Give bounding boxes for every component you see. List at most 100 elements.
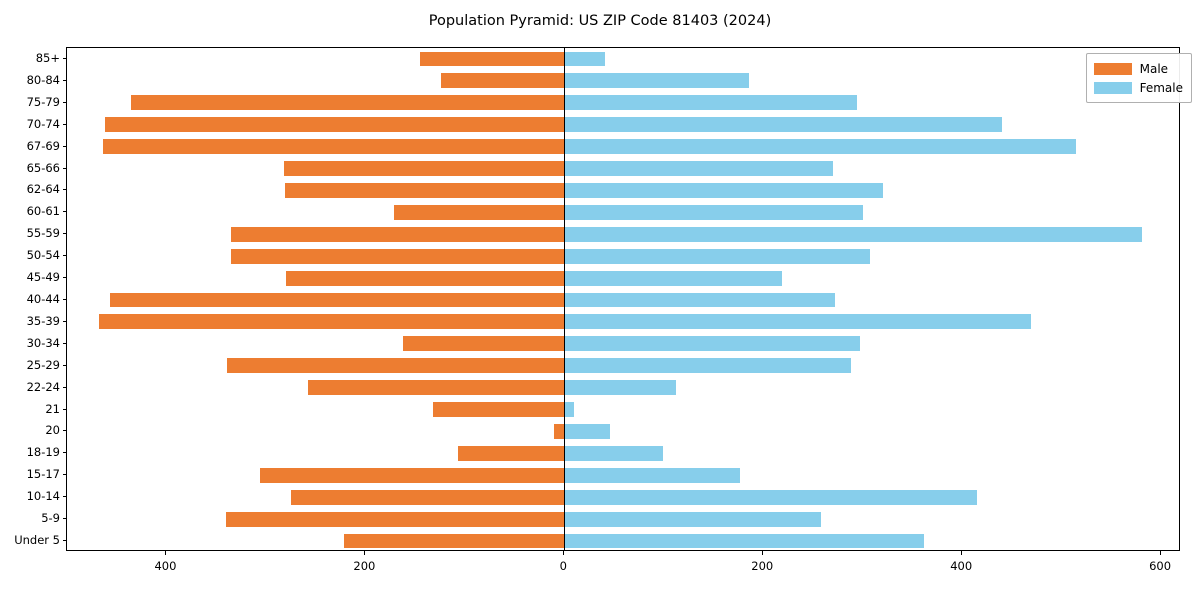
bar-female[interactable] (564, 402, 575, 417)
y-tick-label: 67-69 (26, 138, 60, 153)
bar-row (67, 248, 1179, 264)
bar-female[interactable] (564, 467, 741, 483)
x-tick-label: 200 (353, 559, 376, 573)
y-tick-mark (62, 518, 66, 520)
bar-male[interactable] (259, 467, 565, 483)
bar-female[interactable] (564, 182, 883, 198)
y-tick-label: 18-19 (26, 445, 60, 460)
bar-male[interactable] (290, 489, 565, 505)
bar-male[interactable] (102, 139, 565, 155)
bar-female[interactable] (564, 117, 1002, 133)
bar-row (67, 292, 1179, 308)
bar-male[interactable] (231, 248, 565, 264)
bar-male[interactable] (231, 226, 565, 242)
y-tick-label: 30-34 (26, 335, 60, 350)
x-tick-label: 200 (751, 559, 774, 573)
bar-male[interactable] (109, 292, 565, 308)
bar-female[interactable] (564, 358, 851, 374)
y-tick-mark (62, 255, 66, 257)
x-tick-mark (364, 551, 366, 555)
y-tick-mark (62, 342, 66, 344)
bar-female[interactable] (564, 314, 1031, 330)
bar-male[interactable] (98, 314, 565, 330)
y-tick-label: 22-24 (26, 379, 60, 394)
bar-male[interactable] (227, 358, 565, 374)
y-tick-label: 21 (45, 401, 60, 416)
bar-row (67, 358, 1179, 374)
bar-female[interactable] (564, 161, 833, 176)
y-tick-label: 5-9 (41, 511, 60, 526)
y-tick-label: 70-74 (26, 116, 60, 131)
bar-female[interactable] (564, 511, 821, 527)
y-tick-label: Under 5 (14, 533, 60, 548)
bar-female[interactable] (564, 139, 1076, 155)
y-tick-label: 85+ (35, 50, 60, 65)
bar-male[interactable] (104, 117, 565, 133)
bar-row (67, 161, 1179, 176)
bars-layer (67, 48, 1179, 550)
y-tick-mark (62, 189, 66, 191)
x-tick-mark (1160, 551, 1162, 555)
bar-female[interactable] (564, 380, 676, 396)
plot-area (66, 47, 1180, 551)
y-tick-mark (62, 452, 66, 454)
bar-male[interactable] (457, 445, 565, 461)
zero-axis-line (564, 48, 566, 550)
bar-male[interactable] (420, 51, 565, 67)
bar-row (67, 336, 1179, 352)
y-tick-mark (62, 386, 66, 388)
x-tick-mark (961, 551, 963, 555)
bar-female[interactable] (564, 204, 863, 220)
bar-row (67, 467, 1179, 483)
bar-female[interactable] (564, 226, 1143, 242)
bar-male[interactable] (130, 95, 565, 111)
y-tick-mark (62, 474, 66, 476)
y-tick-mark (62, 167, 66, 169)
bar-female[interactable] (564, 489, 978, 505)
legend-item-male[interactable]: Male (1093, 59, 1183, 78)
y-tick-mark (62, 540, 66, 542)
bar-row (67, 95, 1179, 111)
bar-male[interactable] (554, 424, 565, 439)
bar-female[interactable] (564, 445, 663, 461)
x-tick-mark (165, 551, 167, 555)
bar-male[interactable] (433, 402, 565, 417)
x-tick-mark (563, 551, 565, 555)
bar-male[interactable] (394, 204, 565, 220)
bar-male[interactable] (440, 73, 565, 89)
bar-male[interactable] (403, 336, 565, 352)
bar-female[interactable] (564, 51, 606, 67)
bar-female[interactable] (564, 248, 870, 264)
bar-female[interactable] (564, 336, 860, 352)
bar-male[interactable] (285, 270, 565, 286)
bar-female[interactable] (564, 73, 750, 89)
y-tick-label: 25-29 (26, 357, 60, 372)
bar-female[interactable] (564, 533, 925, 549)
bar-male[interactable] (284, 182, 565, 198)
y-tick-mark (62, 211, 66, 213)
y-tick-mark (62, 57, 66, 59)
bar-female[interactable] (564, 424, 611, 439)
y-tick-label: 20 (45, 423, 60, 438)
x-tick-label: 0 (559, 559, 567, 573)
y-tick-mark (62, 320, 66, 322)
x-tick-label: 400 (154, 559, 177, 573)
y-tick-label: 15-17 (26, 467, 60, 482)
bar-row (67, 226, 1179, 242)
bar-row (67, 182, 1179, 198)
bar-female[interactable] (564, 95, 857, 111)
legend-item-female[interactable]: Female (1093, 78, 1183, 97)
bar-female[interactable] (564, 270, 783, 286)
bar-male[interactable] (343, 533, 565, 549)
bar-female[interactable] (564, 292, 835, 308)
bar-row (67, 314, 1179, 330)
y-tick-label: 75-79 (26, 94, 60, 109)
y-tick-label: 50-54 (26, 248, 60, 263)
bar-male[interactable] (283, 161, 565, 176)
y-tick-mark (62, 299, 66, 300)
bar-male[interactable] (307, 380, 565, 396)
legend-swatch-female-icon (1093, 81, 1132, 94)
x-tick-mark (762, 551, 764, 555)
bar-male[interactable] (226, 511, 565, 527)
